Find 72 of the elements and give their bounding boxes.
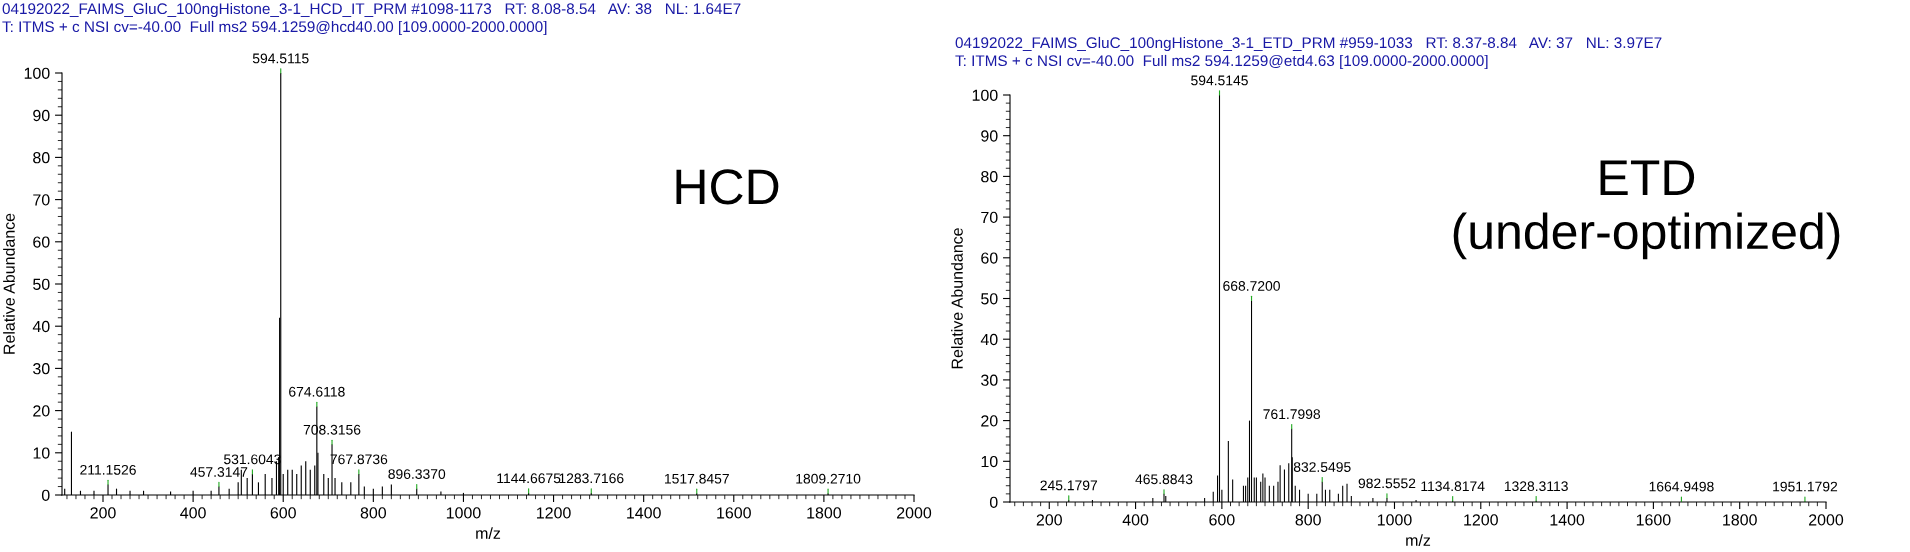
x-axis-title: m/z <box>476 527 501 539</box>
x-tick-label: 200 <box>90 507 116 519</box>
y-tick-label: 10 <box>33 447 50 459</box>
annotation: 1809.2710 <box>796 473 861 484</box>
y-tick-label: 90 <box>33 109 50 122</box>
x-tick-label: 1200 <box>1464 514 1498 526</box>
x-tick-label: 1600 <box>717 507 751 519</box>
annotation: 761.7998 <box>1263 409 1321 420</box>
y-tick-label: 20 <box>33 405 50 417</box>
annotation: 896.3370 <box>388 469 446 479</box>
y-tick-label: 50 <box>33 278 50 290</box>
y-axis-title: Relative Abundance <box>951 228 963 369</box>
y-tick-label: 60 <box>33 236 50 248</box>
annotation: 832.5495 <box>1293 462 1351 472</box>
y-tick-label: 30 <box>981 374 998 386</box>
x-tick-label: 1200 <box>537 507 571 519</box>
x-tick-label: 1000 <box>446 507 481 519</box>
annotation: 1144.6675 <box>497 473 561 484</box>
y-axis-title: Relative Abundance <box>3 213 15 354</box>
y-tick-label: 100 <box>972 89 998 101</box>
x-tick-label: 1400 <box>627 507 661 519</box>
y-tick-label: 70 <box>33 194 50 206</box>
x-tick-label: 800 <box>1295 514 1321 526</box>
x-tick-label: 1800 <box>807 507 842 519</box>
annotation: ETD (under-optimized) <box>1453 160 1840 260</box>
x-tick-label: 1800 <box>1723 514 1757 526</box>
x-axis-title: m/z <box>1406 534 1431 546</box>
x-tick-label: 400 <box>1122 514 1149 526</box>
chart-subtitle: T: ITMS + c NSI cv=-40.00 Full ms2 594.1259@hcd40.00 [109.0000-2000.0000] <box>2 20 547 36</box>
y-tick-label: 70 <box>981 211 998 224</box>
x-tick-label: 600 <box>270 507 296 519</box>
annotation: 1283.7166 <box>559 473 624 484</box>
x-tick-label: 1000 <box>1377 514 1412 526</box>
y-tick-label: 60 <box>981 252 998 264</box>
y-tick-label: 20 <box>981 415 998 427</box>
annotation: 457.3147 <box>190 467 248 477</box>
x-tick-label: 800 <box>360 507 387 519</box>
chart-subtitle: T: ITMS + c NSI cv=-40.00 Full ms2 594.1259@etd4.63 [109.0000-2000.0000] <box>955 54 1488 70</box>
x-tick-label: 400 <box>180 507 206 519</box>
x-tick-label: 2000 <box>897 507 932 519</box>
y-tick-label: 80 <box>981 171 998 183</box>
annotation: 1328.3113 <box>1504 481 1568 492</box>
chart-title: 04192022_FAIMS_GluC_100ngHistone_3-1_HCD_IT_PRM #1098-1173 RT: 8.08-8.54 AV: 38 NL: 1.64E7 <box>2 2 741 18</box>
annotation: 982.5552 <box>1358 478 1416 489</box>
annotation: 465.8843 <box>1135 474 1193 485</box>
annotation: 1517.8457 <box>665 473 729 484</box>
y-tick-label: 100 <box>24 67 50 79</box>
annotation: 668.7200 <box>1223 281 1280 291</box>
annotation: 245.1797 <box>1040 480 1098 491</box>
y-tick-label: 0 <box>989 496 998 508</box>
y-tick-label: 30 <box>33 363 50 375</box>
y-tick-label: 10 <box>981 455 998 468</box>
annotation: 1664.9498 <box>1649 481 1714 492</box>
chart-title: 04192022_FAIMS_GluC_100ngHistone_3-1_ETD_PRM #959-1033 RT: 8.37-8.84 AV: 37 NL: 3.97E7 <box>955 36 1662 52</box>
y-tick-label: 40 <box>980 333 998 346</box>
y-tick-label: 50 <box>981 293 998 305</box>
annotation: 594.5145 <box>1191 75 1248 86</box>
annotation: 674.6118 <box>289 386 345 397</box>
y-tick-label: 0 <box>41 489 50 501</box>
annotation: 1951.1792 <box>1773 481 1838 492</box>
x-tick-label: 2000 <box>1809 514 1844 526</box>
y-tick-label: 40 <box>32 320 50 333</box>
x-tick-label: 1600 <box>1636 514 1671 526</box>
x-tick-label: 200 <box>1036 514 1062 526</box>
x-tick-label: 1400 <box>1550 514 1585 526</box>
x-tick-label: 600 <box>1209 514 1235 526</box>
y-tick-label: 80 <box>33 152 50 164</box>
y-tick-label: 90 <box>981 130 998 142</box>
annotation: 211.1526 <box>80 464 136 475</box>
annotation: 1134.8174 <box>1421 481 1485 492</box>
annotation: HCD <box>676 169 779 205</box>
annotation: 594.5115 <box>252 53 309 64</box>
